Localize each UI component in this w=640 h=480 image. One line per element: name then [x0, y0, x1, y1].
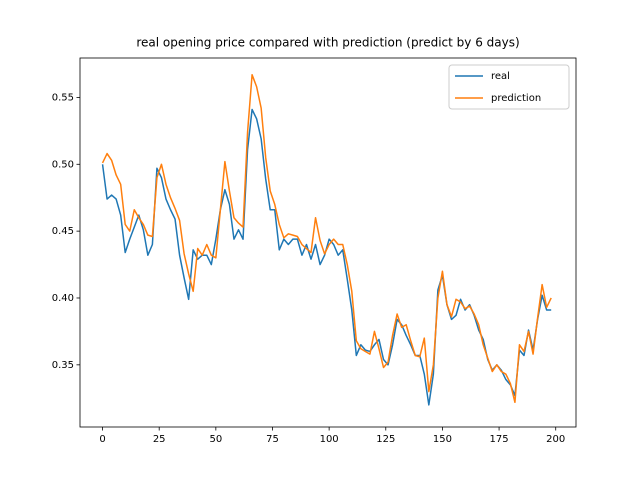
y-tick-label: 0.50: [52, 159, 74, 170]
legend-label: real: [491, 71, 510, 82]
x-tick-label: 25: [153, 434, 166, 445]
y-tick-label: 0.35: [52, 360, 74, 371]
x-tick-label: 175: [490, 434, 509, 445]
chart-title: real opening price compared with predict…: [136, 36, 519, 50]
x-tick-label: 50: [209, 434, 222, 445]
x-tick-label: 150: [433, 434, 452, 445]
plot-frame: [79, 57, 577, 428]
x-tick-label: 75: [266, 434, 279, 445]
x-tick-label: 125: [376, 434, 395, 445]
y-tick-label: 0.55: [52, 92, 74, 103]
series-line: [101, 108, 552, 406]
x-tick-label: 100: [320, 434, 339, 445]
y-tick-label: 0.45: [52, 226, 74, 237]
series-line: [101, 73, 552, 404]
y-tick-label: 0.40: [52, 293, 74, 304]
x-tick-label: 0: [99, 434, 105, 445]
legend-label: prediction: [491, 93, 541, 104]
x-tick-label: 200: [546, 434, 565, 445]
